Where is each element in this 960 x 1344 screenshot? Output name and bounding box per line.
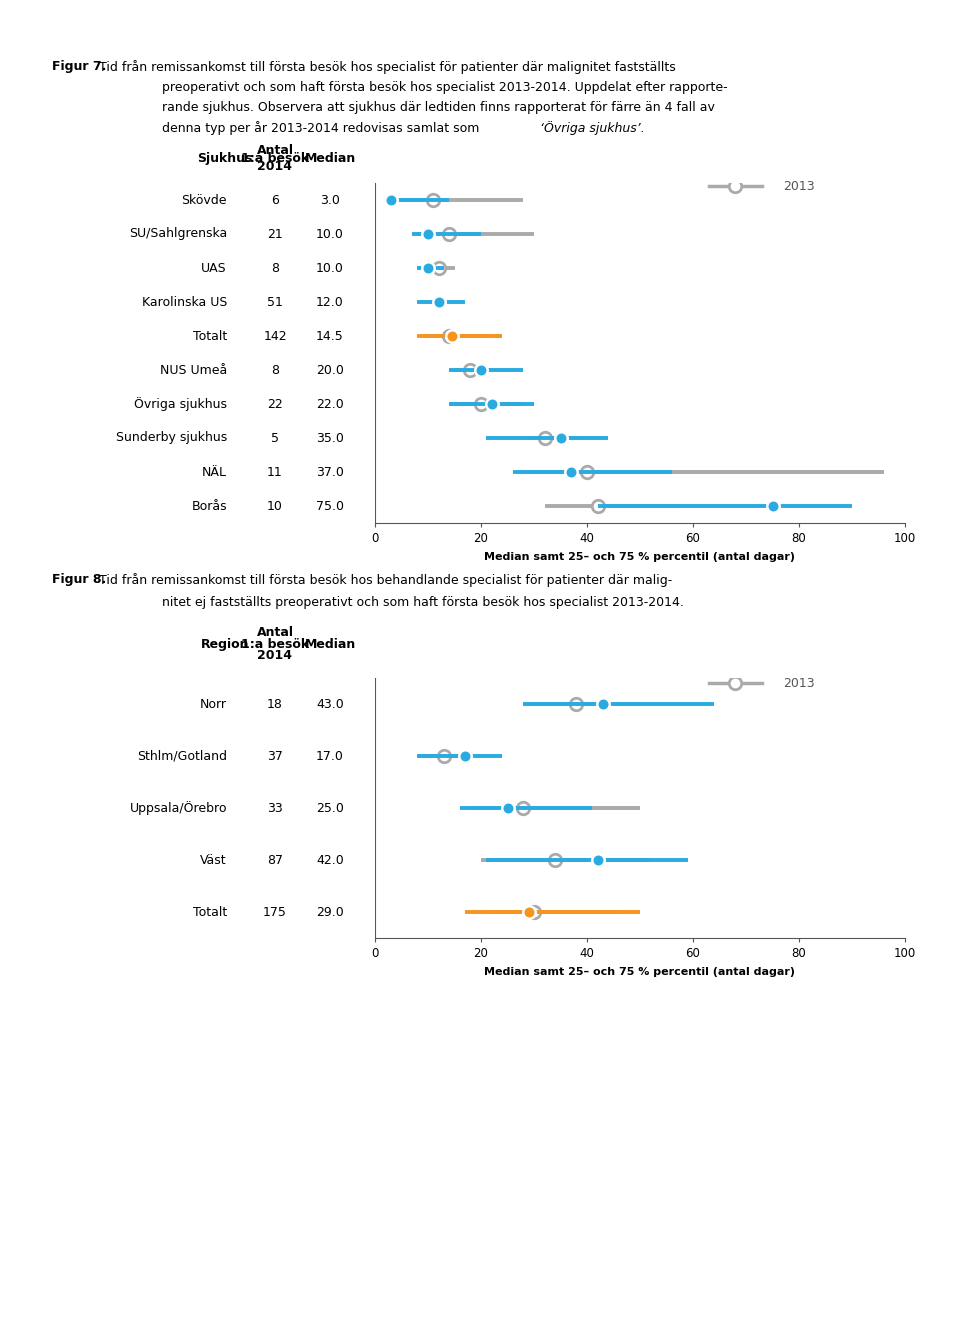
Text: NÄL: NÄL	[202, 465, 227, 478]
Text: Antal: Antal	[256, 626, 294, 638]
Text: denna typ per år 2013-2014 redovisas samlat som: denna typ per år 2013-2014 redovisas sam…	[162, 121, 484, 134]
Text: 2013: 2013	[783, 676, 815, 689]
Text: 5   Redovisade resultat: 5 Redovisade resultat	[52, 12, 244, 27]
Text: Tid från remissankomst till första besök hos specialist för patienter där malign: Tid från remissankomst till första besök…	[99, 60, 676, 74]
Text: Antal: Antal	[256, 145, 294, 157]
Text: 18: 18	[267, 698, 283, 711]
Text: Sunderby sjukhus: Sunderby sjukhus	[116, 431, 227, 445]
Text: 33: 33	[267, 801, 283, 814]
Text: Figur 7.: Figur 7.	[52, 60, 107, 73]
Text: 87: 87	[267, 853, 283, 867]
Text: Figur 8.: Figur 8.	[52, 573, 107, 586]
Text: SU/Sahlgrenska: SU/Sahlgrenska	[129, 227, 227, 241]
Text: 8: 8	[271, 262, 279, 274]
Text: 25.0: 25.0	[316, 801, 344, 814]
Text: 37.0: 37.0	[316, 465, 344, 478]
Text: Norr: Norr	[200, 698, 227, 711]
Text: 21: 21	[267, 227, 283, 241]
Text: nitet ej fastställts preoperativt och som haft första besök hos specialist 2013-: nitet ej fastställts preoperativt och so…	[162, 595, 684, 609]
Text: Median: Median	[304, 638, 355, 650]
Text: UAS: UAS	[202, 262, 227, 274]
Text: 6: 6	[271, 194, 279, 207]
Text: rande sjukhus. Observera att sjukhus där ledtiden finns rapporterat för färre än: rande sjukhus. Observera att sjukhus där…	[162, 101, 715, 114]
Text: 3.0: 3.0	[320, 194, 340, 207]
Text: 35.0: 35.0	[316, 431, 344, 445]
Text: 51: 51	[267, 296, 283, 309]
Text: 11: 11	[267, 465, 283, 478]
Text: Sthlm/Gotland: Sthlm/Gotland	[137, 750, 227, 762]
Text: 175: 175	[263, 906, 287, 918]
Text: 43.0: 43.0	[316, 698, 344, 711]
Text: Sjukhus: Sjukhus	[198, 152, 252, 165]
Text: Totalt: Totalt	[193, 906, 227, 918]
Text: ‘Övriga sjukhus’.: ‘Övriga sjukhus’.	[540, 121, 645, 134]
X-axis label: Median samt 25– och 75 % percentil (antal dagar): Median samt 25– och 75 % percentil (anta…	[485, 966, 796, 977]
Text: 42.0: 42.0	[316, 853, 344, 867]
Text: 14.5: 14.5	[316, 329, 344, 343]
Text: Karolinska US: Karolinska US	[142, 296, 227, 309]
Text: 37: 37	[267, 750, 283, 762]
Text: Borås: Borås	[191, 500, 227, 512]
Text: NUS Umeå: NUS Umeå	[159, 363, 227, 376]
Text: Uppsala/Örebro: Uppsala/Örebro	[130, 801, 227, 814]
Text: Tid från remissankomst till första besök hos behandlande specialist för patiente: Tid från remissankomst till första besök…	[99, 573, 672, 587]
Text: Region: Region	[201, 638, 250, 650]
Text: 1:a besök: 1:a besök	[241, 638, 309, 650]
Text: preoperativt och som haft första besök hos specialist 2013-2014. Uppdelat efter : preoperativt och som haft första besök h…	[162, 81, 728, 94]
Text: 2014: 2014	[257, 649, 293, 663]
X-axis label: Median samt 25– och 75 % percentil (antal dagar): Median samt 25– och 75 % percentil (anta…	[485, 552, 796, 562]
Text: 10.0: 10.0	[316, 262, 344, 274]
Text: 22: 22	[267, 398, 283, 410]
Text: 75.0: 75.0	[316, 500, 344, 512]
Text: 142: 142	[263, 329, 287, 343]
Text: Median: Median	[304, 152, 355, 165]
Text: 1:a besök: 1:a besök	[241, 152, 309, 165]
Text: 2013: 2013	[783, 180, 815, 194]
Text: 20.0: 20.0	[316, 363, 344, 376]
Text: 5: 5	[271, 431, 279, 445]
Text: Skövde: Skövde	[181, 194, 227, 207]
Text: 17.0: 17.0	[316, 750, 344, 762]
Text: Totalt: Totalt	[193, 329, 227, 343]
Text: 2014: 2014	[257, 160, 293, 173]
Text: 22.0: 22.0	[316, 398, 344, 410]
Text: 10.0: 10.0	[316, 227, 344, 241]
Text: Övriga sjukhus: Övriga sjukhus	[134, 396, 227, 411]
Text: 20    Tyreoideacancerregister · Årsrapport 2014: 20 Tyreoideacancerregister · Årsrapport …	[52, 1321, 349, 1336]
Text: 29.0: 29.0	[316, 906, 344, 918]
Text: 10: 10	[267, 500, 283, 512]
Text: 12.0: 12.0	[316, 296, 344, 309]
Text: Väst: Väst	[201, 853, 227, 867]
Text: 8: 8	[271, 363, 279, 376]
